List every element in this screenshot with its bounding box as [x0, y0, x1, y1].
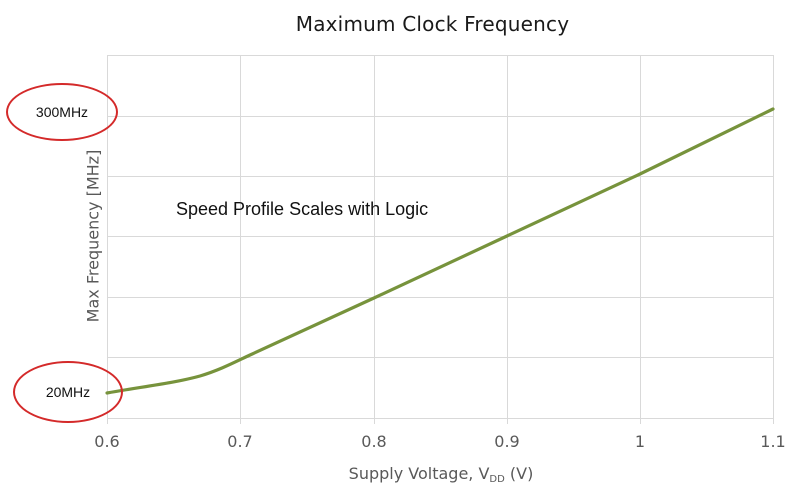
callout-20mhz-label: 20MHz — [45, 384, 91, 400]
horizontal-gridlines — [107, 55, 773, 419]
chart-title: Maximum Clock Frequency — [295, 12, 570, 36]
x-axis-title-main: Supply Voltage, V — [348, 464, 490, 483]
y-axis-title: Max Frequency [MHz] — [83, 149, 103, 323]
x-tick-label: 1.1 — [760, 432, 786, 451]
frequency-curve — [105, 107, 775, 395]
x-tick-label: 0.6 — [94, 432, 120, 451]
x-axis-title: Supply Voltage, VDD (V) — [349, 464, 534, 485]
callout-300mhz: 300MHz — [6, 83, 118, 141]
x-tick-label: 0.9 — [494, 432, 520, 451]
x-axis-title-subscript: DD — [489, 474, 505, 485]
callout-300mhz-label: 300MHz — [35, 104, 89, 120]
x-tick-label: 0.8 — [361, 432, 387, 451]
vertical-gridlines — [107, 55, 774, 424]
x-axis-title-suffix: (V) — [504, 464, 534, 483]
x-tick-label: 1 — [634, 432, 646, 451]
speed-profile-annotation: Speed Profile Scales with Logic — [176, 199, 429, 219]
x-tick-label: 0.7 — [227, 432, 253, 451]
callout-20mhz: 20MHz — [13, 361, 123, 423]
